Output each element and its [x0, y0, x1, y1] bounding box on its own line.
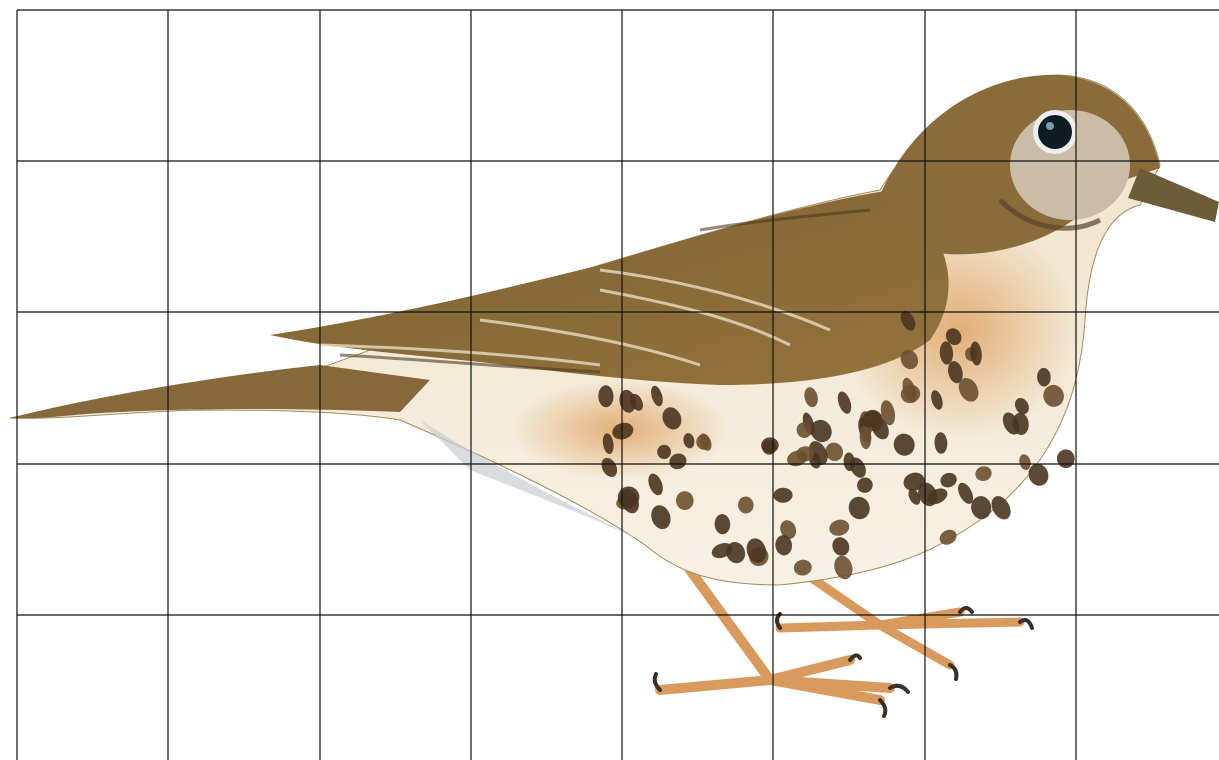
spot — [931, 390, 943, 410]
spot — [711, 543, 733, 559]
spot — [945, 328, 962, 346]
spot — [834, 555, 853, 580]
spot — [857, 477, 873, 493]
spot — [825, 442, 844, 461]
spot — [832, 537, 850, 556]
spot — [796, 422, 812, 439]
spot — [903, 472, 925, 491]
spot — [871, 416, 889, 440]
spot — [662, 407, 682, 430]
legs — [652, 565, 1034, 718]
back-leg — [775, 565, 1025, 670]
spot — [849, 457, 866, 478]
spot — [619, 389, 636, 413]
spot — [958, 377, 979, 402]
spot — [617, 486, 640, 508]
spot — [714, 514, 731, 535]
spot — [829, 519, 850, 536]
wing-shading — [339, 208, 871, 374]
spot — [880, 400, 896, 426]
spot — [1043, 384, 1064, 407]
spot — [737, 496, 754, 514]
eye-highlight — [1046, 122, 1054, 130]
spot — [696, 434, 711, 450]
spot — [761, 437, 779, 454]
spot — [848, 496, 870, 520]
spot — [810, 419, 832, 443]
spot — [939, 341, 954, 365]
spot — [1056, 449, 1075, 468]
spot — [808, 441, 828, 466]
spot — [657, 444, 672, 459]
spot — [651, 385, 663, 407]
spot — [948, 361, 963, 384]
spot — [958, 482, 974, 504]
spot — [900, 310, 916, 331]
wing-feathers — [319, 268, 831, 367]
claws — [652, 606, 1034, 718]
tail — [10, 365, 430, 419]
spot — [934, 432, 948, 454]
malar-stripe — [998, 198, 1102, 231]
spot — [926, 488, 948, 505]
spot — [804, 387, 818, 408]
spot — [940, 472, 957, 488]
spot — [1014, 397, 1029, 415]
spot — [773, 487, 793, 503]
spot — [612, 422, 634, 440]
spot — [1037, 367, 1051, 387]
spot — [601, 457, 618, 477]
spot — [1002, 412, 1020, 435]
spot — [900, 384, 921, 404]
eye — [1038, 115, 1072, 149]
spot — [975, 466, 992, 481]
spot — [1019, 454, 1031, 470]
wing — [270, 190, 949, 385]
spot — [780, 520, 797, 539]
spot — [683, 433, 695, 449]
spot — [900, 349, 919, 370]
spot — [651, 505, 671, 530]
grid — [16, 9, 1219, 760]
spot — [796, 446, 815, 462]
spots — [598, 310, 1075, 580]
spot — [1028, 463, 1049, 486]
spot — [991, 496, 1011, 520]
spot — [675, 491, 694, 510]
beak — [1128, 168, 1219, 222]
front-leg — [655, 565, 895, 705]
spot — [746, 538, 767, 563]
spot — [837, 391, 852, 414]
spot — [602, 433, 614, 455]
spot — [939, 529, 957, 545]
spot — [859, 425, 872, 450]
spot — [893, 433, 915, 456]
spot — [598, 385, 614, 408]
spot — [669, 453, 687, 470]
spot — [971, 496, 992, 520]
spot — [793, 559, 812, 576]
spot — [970, 341, 982, 366]
spot — [908, 488, 921, 505]
spot — [775, 535, 793, 556]
spot — [648, 473, 663, 496]
thrush — [9, 74, 1219, 718]
